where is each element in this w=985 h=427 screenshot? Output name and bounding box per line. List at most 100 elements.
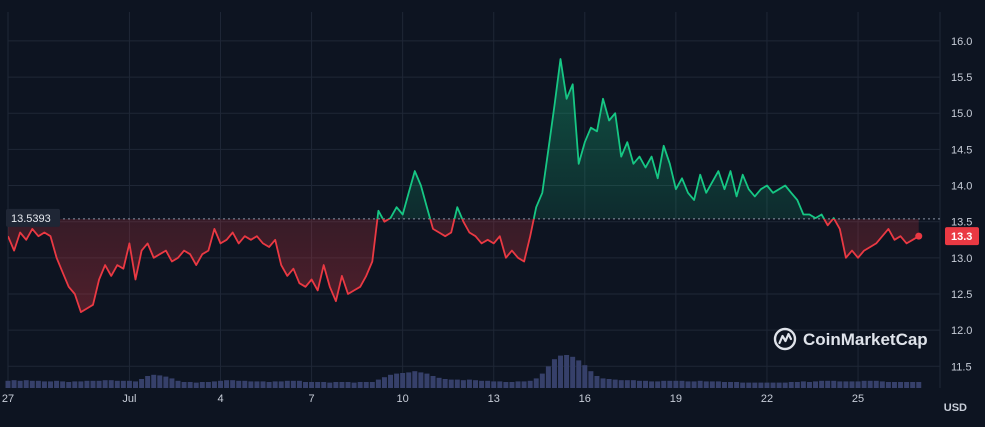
y-tick-label: 12.0 (951, 325, 972, 337)
volume-bar (685, 381, 691, 388)
volume-bar (169, 378, 175, 388)
volume-bar (606, 379, 612, 388)
volume-bar (618, 380, 624, 388)
volume-bar (776, 382, 782, 388)
volume-bar (558, 355, 564, 388)
volume-bar (867, 380, 873, 388)
x-tick-label: 25 (852, 393, 864, 405)
volume-bar (715, 381, 721, 388)
x-tick-label: 27 (2, 393, 14, 405)
volume-bar (898, 382, 904, 388)
volume-bar (394, 373, 400, 388)
volume-bar (740, 382, 746, 388)
volume-bar (303, 382, 309, 388)
volume-bar (54, 380, 60, 388)
volume-bar (485, 380, 491, 388)
volume-bar (436, 377, 442, 388)
volume-bar (345, 382, 351, 388)
volume-bar (126, 380, 132, 388)
volume-bar (133, 381, 138, 388)
volume-bar (825, 380, 831, 388)
last-price-dot (915, 232, 923, 240)
volume-bar (813, 381, 819, 388)
volume-bar (66, 382, 72, 388)
volume-bar (770, 382, 776, 388)
volume-bar (788, 382, 794, 388)
price-line-up (376, 58, 836, 219)
volume-bar (84, 380, 90, 388)
volume-bar (600, 378, 606, 388)
volume-bar (551, 359, 557, 388)
volume-bar (752, 382, 758, 388)
volume-bar (655, 381, 661, 388)
volume-bar (782, 382, 788, 388)
volume-bar (703, 381, 709, 388)
volume-bar (636, 380, 642, 388)
volume-bar (254, 381, 260, 388)
coinmarketcap-logo-icon (773, 327, 797, 351)
x-axis: 27 Jul 4 7 10 13 16 19 22 25 (2, 393, 864, 405)
volume-bar (728, 382, 734, 388)
volume-bar (734, 382, 740, 388)
volume-bar (181, 382, 187, 388)
price-line[interactable] (8, 58, 920, 313)
volume-bar (643, 380, 649, 388)
volume-bar (266, 382, 272, 388)
volume-bar (48, 381, 53, 388)
volume-bar (721, 382, 727, 388)
volume-bar (891, 382, 897, 388)
volume-bar (357, 382, 363, 388)
brand-name: CoinMarketCap (803, 330, 928, 349)
volume-bar (473, 380, 479, 388)
volume-bar (157, 375, 163, 388)
volume-bar (163, 376, 169, 388)
x-tick-label: 10 (397, 393, 409, 405)
volume-bar (454, 379, 460, 388)
volume-bar (873, 380, 879, 388)
volume-bar (819, 380, 825, 388)
volume-bar (649, 381, 655, 388)
volume-bar (60, 381, 66, 388)
volume-bar (406, 372, 412, 388)
price-area-fill (8, 59, 919, 313)
volume-bar (624, 380, 630, 388)
currency-unit-label: USD (944, 402, 967, 414)
volume-bar (351, 382, 357, 388)
volume-bar (400, 373, 406, 388)
volume-bar (260, 381, 266, 388)
volume-bar (41, 381, 47, 388)
volume-bar (533, 378, 539, 388)
volume-bar (837, 381, 843, 388)
last-price-text: 13.3 (951, 231, 972, 243)
volume-bar (594, 376, 600, 388)
volume-bar (843, 381, 849, 388)
volume-bar (831, 380, 837, 388)
volume-bar (667, 380, 673, 388)
volume-bar (442, 379, 448, 388)
y-tick-label: 14.0 (951, 181, 972, 193)
volume-bar (466, 379, 472, 388)
volume-bar (369, 382, 375, 388)
volume-bar (29, 380, 35, 388)
volume-bar (539, 373, 545, 388)
x-tick-label: 22 (761, 393, 773, 405)
volume-bar (800, 381, 806, 388)
volume-bar (861, 380, 867, 388)
volume-bar (758, 382, 764, 388)
volume-bar (515, 381, 521, 388)
volume-bar (211, 381, 217, 388)
volume-bar (479, 380, 485, 388)
y-tick-label: 13.0 (951, 253, 972, 265)
x-tick-label: 7 (309, 393, 315, 405)
volume-bar (910, 382, 916, 388)
volume-bar (697, 380, 703, 388)
volume-bar (187, 382, 193, 388)
volume-bar (363, 382, 369, 388)
volume-bar (339, 382, 345, 388)
last-price-label: 13.3 (945, 227, 979, 246)
volume-bar (90, 380, 96, 388)
volume-bar (139, 379, 145, 388)
volume-bar (72, 381, 78, 388)
